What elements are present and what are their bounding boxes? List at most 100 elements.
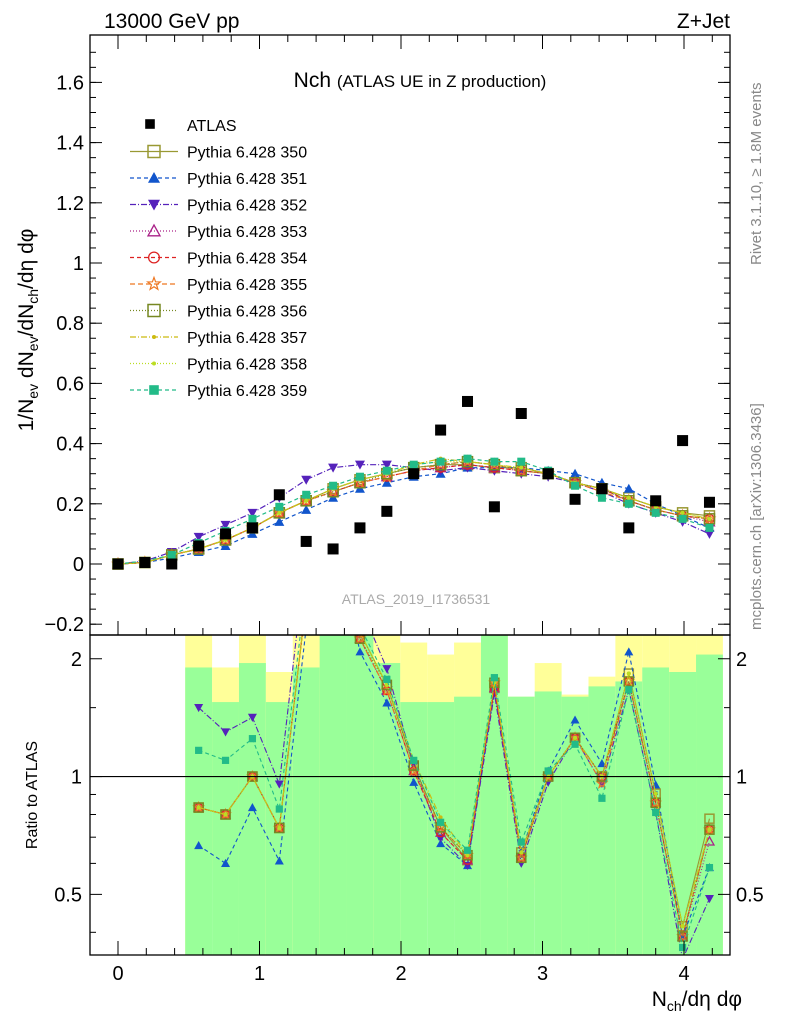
ratio-point xyxy=(221,858,231,867)
header-left: 13000 GeV pp xyxy=(104,10,239,33)
ratio-point xyxy=(541,769,555,783)
ratio-point xyxy=(194,704,204,713)
plot-title: Nch (ATLAS UE in Z production) xyxy=(294,69,547,92)
ratio-point xyxy=(382,698,392,707)
ratio-point xyxy=(676,929,689,942)
ratio-point xyxy=(409,777,419,786)
ratio-point xyxy=(221,728,231,737)
atlas-data-point xyxy=(166,558,178,570)
ratio-point xyxy=(704,894,714,904)
ratio-point xyxy=(438,815,443,820)
ratio-point xyxy=(196,805,201,810)
legend-label-2: Pythia 6.428 351 xyxy=(187,171,307,188)
series-point xyxy=(272,505,287,519)
atlas-data-point xyxy=(354,522,366,534)
ratio-point xyxy=(194,840,204,850)
header-right: Z+Jet xyxy=(677,10,730,33)
series-point xyxy=(626,495,631,500)
series-point xyxy=(570,468,581,478)
series-point xyxy=(704,529,715,539)
ratio-point xyxy=(247,803,257,812)
ratio-point xyxy=(650,797,661,809)
y-tick-label: −0.2 xyxy=(45,614,84,636)
ratio-point xyxy=(436,839,446,848)
ratio-tick-label-left: 0.5 xyxy=(54,884,82,906)
ratio-point xyxy=(649,796,663,809)
series-point xyxy=(381,477,392,487)
legend-label-8: Pythia 6.428 357 xyxy=(187,330,307,347)
series-point xyxy=(275,502,284,511)
ratio-point xyxy=(302,623,311,631)
atlas-data-point xyxy=(408,468,420,480)
legend-marker-1 xyxy=(147,144,161,159)
atlas-data-point xyxy=(650,495,662,507)
legend-label-6: Pythia 6.428 355 xyxy=(187,277,307,294)
ratio-point xyxy=(465,853,470,858)
axes: −0.2 0 0.2 0.4 0.6 0.8 1 1.2 1.4 1.6 0 1 2 3 4 0.5 0.5 1 1… xyxy=(45,34,764,985)
series-point xyxy=(247,508,258,518)
ratio-point xyxy=(195,746,203,754)
ratio-point xyxy=(707,827,712,832)
series-point xyxy=(220,520,231,530)
atlas-data-point xyxy=(220,528,232,540)
main-frame xyxy=(89,34,731,636)
plot-subtitle: (ATLAS UE in Z production) xyxy=(337,72,546,91)
ratio-point xyxy=(598,794,606,802)
y-tick-label: 1.4 xyxy=(56,133,84,155)
ratio-uncertainty-bands xyxy=(185,635,723,955)
x-tick-label: 2 xyxy=(395,963,406,985)
ratio-point xyxy=(626,671,631,676)
y-axis-label: 1/Nev dNev/dNch/dη dφ xyxy=(15,229,41,432)
legend-marker-6 xyxy=(146,275,162,291)
series-point xyxy=(381,460,392,470)
series-point xyxy=(167,550,176,559)
atlas-data-point xyxy=(435,424,447,436)
series-point xyxy=(329,481,338,490)
ratio-band-green xyxy=(292,667,320,955)
series-point xyxy=(277,510,282,515)
ratio-point xyxy=(303,583,310,590)
ratio-band-green xyxy=(319,635,347,955)
atlas-data-point xyxy=(542,468,554,480)
ratio-point xyxy=(301,597,310,606)
ratio-band-green xyxy=(454,696,481,955)
ratio-tick-label-right: 1 xyxy=(736,767,747,789)
ratio-band-green xyxy=(212,702,239,955)
y-tick-label: 1.2 xyxy=(56,193,84,215)
legend: ATLAS Pythia 6.428 350 Pythia 6.428 351 Pyt… xyxy=(130,118,307,400)
ratio-point xyxy=(677,931,688,942)
x-tick-label: 3 xyxy=(537,963,548,985)
ratio-point xyxy=(623,676,635,687)
series-point xyxy=(680,510,685,515)
ratio-point xyxy=(302,597,311,606)
ratio-line-4 xyxy=(198,635,710,937)
atlas-data-point xyxy=(596,483,608,495)
ratio-point xyxy=(355,647,365,656)
ratio-band-green xyxy=(373,663,401,955)
series-point xyxy=(302,490,311,499)
ratio-point xyxy=(329,506,337,514)
y-tick-label: 0.2 xyxy=(56,494,84,516)
ratio-y-axis-label: Ratio to ATLAS xyxy=(24,741,41,849)
ratio-point xyxy=(680,924,685,929)
ratio-point xyxy=(651,780,661,789)
y-tick-label: 0.8 xyxy=(56,313,84,335)
legend-marker-10 xyxy=(149,385,159,395)
ratio-line-2 xyxy=(198,635,710,939)
legend-marker-atlas xyxy=(145,119,155,129)
ratio-point xyxy=(570,715,580,724)
ratio-point xyxy=(274,856,284,865)
ratio-line-3 xyxy=(198,635,710,955)
ratio-point xyxy=(329,505,338,513)
series-point xyxy=(355,472,364,481)
series-point xyxy=(354,460,365,470)
ratio-band-green xyxy=(400,702,428,955)
ratio-point xyxy=(246,769,259,783)
legend-label-atlas: ATLAS xyxy=(187,118,237,135)
ratio-point xyxy=(356,623,363,630)
ratio-line-9 xyxy=(198,635,710,927)
atlas-data-point xyxy=(193,540,205,552)
ratio-point xyxy=(219,807,232,820)
legend-label-4: Pythia 6.428 353 xyxy=(187,224,307,241)
ratio-point xyxy=(304,600,308,604)
